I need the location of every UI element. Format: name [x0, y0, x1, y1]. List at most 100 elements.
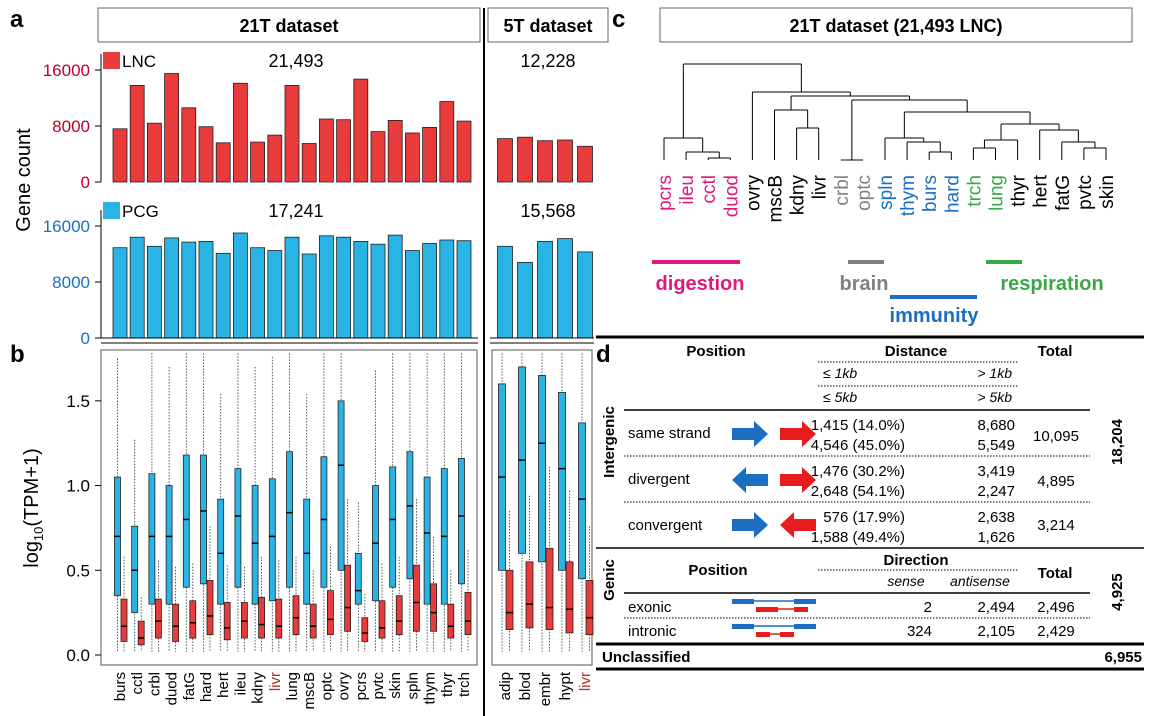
- pcg-lung-box: [286, 451, 293, 588]
- pcg-bar-spln: [404, 250, 420, 339]
- unclassified-label: Unclassified: [602, 649, 690, 666]
- leaf-pcrs: pcrs: [655, 175, 676, 211]
- xlabel-lung: lung: [284, 672, 301, 700]
- row-divergent-a2: 2,648 (54.1%): [811, 483, 905, 500]
- pcg-legend-label: PCG: [122, 202, 159, 221]
- row-intronic-sense: 324: [907, 623, 932, 640]
- pcg-ileu-box: [234, 468, 242, 588]
- row-convergent-a1: 576 (17.9%): [823, 509, 905, 526]
- pcg-bar5t-hypt: [557, 238, 573, 339]
- leaf-kdny: kdny: [788, 175, 809, 216]
- pcg-kdny-box: [251, 485, 259, 605]
- lnc-bar-skin: [387, 120, 403, 183]
- leaf-pvtc: pvtc: [1075, 175, 1096, 210]
- xlabel-hert: hert: [215, 671, 232, 698]
- same-strand-arrows: [732, 421, 816, 447]
- lnc-spln-box: [412, 564, 420, 632]
- leaf-optc: optc: [854, 175, 875, 211]
- leaf-livr: livr: [810, 174, 831, 199]
- panel-label-c: c: [612, 6, 625, 33]
- pcg-bar5t-adip: [497, 245, 513, 339]
- red-arrow-right-icon: [780, 421, 816, 447]
- pcg-hard-box: [200, 454, 207, 585]
- classification-table: Position Distance Total ≤ 1kb > 1kb ≤ 5k…: [596, 335, 1144, 671]
- xlabel-livr: livr: [267, 672, 284, 691]
- xlabel-ileu: ileu: [232, 672, 249, 695]
- expression-boxplot: 0.0 0.5 1.0 1.5 burs cctl crbl duod fatG hard hert…: [66, 349, 594, 710]
- leaf-trch: trch: [964, 175, 985, 207]
- header-box-21t: [97, 7, 481, 43]
- row-divergent-b1: 3,419: [977, 463, 1015, 480]
- row-same-strand-total: 10,095: [1033, 428, 1079, 445]
- lnc-total-5t: 12,228: [520, 51, 575, 71]
- xlabel5t-blod: blod: [517, 672, 534, 700]
- pcg-bar-hert: [215, 252, 231, 339]
- leaf-fatG: fatG: [1053, 175, 1074, 211]
- lnc-thyr-box: [447, 603, 455, 639]
- lnc-bar-spln: [404, 132, 420, 183]
- intergenic-total-header: Total: [1038, 343, 1073, 360]
- red-arrow-left-icon: [780, 512, 816, 538]
- header-box-5t: [487, 7, 609, 43]
- leaf-ovry: ovry: [743, 175, 764, 211]
- lnc-thym-box: [430, 583, 438, 632]
- box-ytick: 0.5: [66, 561, 90, 580]
- lnc-bar-crbl: [146, 122, 162, 183]
- lnc-cctl-box: [137, 620, 145, 646]
- lnc-bar-ileu: [232, 82, 248, 183]
- header-5t: 5T dataset: [503, 16, 592, 36]
- pcg-bar-ovry: [336, 236, 352, 339]
- pcg-mscB-box: [303, 498, 311, 605]
- lnc-bar-burs: [112, 128, 128, 183]
- genic-label: Genic: [601, 559, 618, 601]
- xlabel-ovry: ovry: [336, 672, 353, 701]
- leaf-mscB: mscB: [766, 175, 787, 223]
- pcg-ytick: 0: [81, 329, 90, 348]
- pcg-livr-box: [268, 478, 276, 602]
- pcg5t-hypt-box: [558, 391, 566, 571]
- pcg-bar-hard: [198, 240, 214, 339]
- lnc-ytick: 16000: [43, 61, 90, 80]
- pcg-total-21t: 17,241: [268, 201, 323, 221]
- pcg-ovry-box: [337, 400, 345, 571]
- lnc5t-adip-box: [505, 569, 514, 630]
- lnc5t-blod-box: [525, 561, 534, 629]
- pcg-bar-thym: [422, 243, 438, 339]
- leaf-crbl: crbl: [832, 175, 853, 206]
- leaf-burs: burs: [920, 175, 941, 212]
- xlabel5t-hypt: hypt: [557, 671, 574, 700]
- pcg-trch-box: [458, 458, 465, 585]
- box-ytick: 1.5: [66, 392, 90, 411]
- xlabel-thym: thym: [422, 672, 439, 705]
- pcg-spln-box: [406, 451, 414, 580]
- lnc-legend-swatch: [103, 52, 120, 69]
- lnc-kdny-box: [258, 596, 266, 639]
- pcg-ytick: 8000: [52, 273, 90, 292]
- lnc-bar-livr: [267, 134, 283, 183]
- boxplot-frame-21t: [100, 349, 478, 666]
- pcg-hert-box: [217, 498, 225, 605]
- lnc-bar-ovry: [336, 119, 352, 183]
- row-exonic-label: exonic: [628, 599, 672, 616]
- pcg-thym-box: [423, 476, 431, 605]
- lnc-bar5t-blod: [517, 136, 533, 183]
- leaf-skin: skin: [1097, 175, 1118, 209]
- pcg-bar-skin: [387, 234, 403, 339]
- xlabel-duod: duod: [164, 672, 181, 705]
- xlabel5t-adip: adip: [497, 672, 514, 700]
- xlabel-kdny: kdny: [250, 672, 267, 704]
- box-ytick: 1.0: [66, 477, 90, 496]
- pcg-optc-box: [320, 456, 328, 588]
- dendrogram-title: 21T dataset (21,493 LNC): [789, 16, 1002, 36]
- pcg-crbl-box: [148, 473, 156, 605]
- red-arrow-right-icon: [780, 467, 816, 493]
- xlabel-burs: burs: [112, 672, 129, 701]
- lnc-bar-pvtc: [370, 131, 386, 183]
- intergenic-label: Intergenic: [601, 406, 618, 478]
- lnc-hard-box: [206, 580, 214, 636]
- row-same-strand-a1: 1,415 (14.0%): [811, 417, 905, 434]
- xlabel-pvtc: pvtc: [370, 672, 387, 700]
- lnc-ytick: 0: [81, 173, 90, 192]
- pcg-bar-duod: [164, 237, 180, 339]
